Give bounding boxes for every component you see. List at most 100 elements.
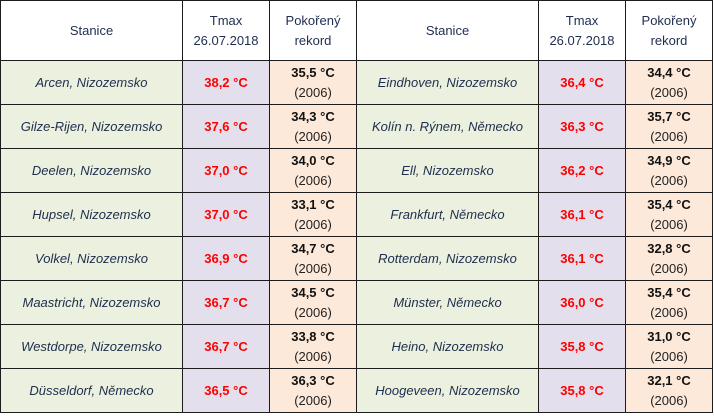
- record-cell: 35,4 °C (2006): [625, 280, 713, 325]
- tmax-value: 37,0 °C: [182, 192, 270, 237]
- header-record: Pokořený rekord: [625, 0, 713, 61]
- station-name: Deelen, Nizozemsko: [0, 148, 183, 193]
- station-name: Maastricht, Nizozemsko: [0, 280, 183, 325]
- station-name: Münster, Německo: [356, 280, 539, 325]
- table-row: Maastricht, Nizozemsko 36,7 °C 34,5 °C (…: [0, 280, 713, 325]
- station-name: Hupsel, Nizozemsko: [0, 192, 183, 237]
- tmax-value: 35,8 °C: [538, 368, 626, 413]
- record-value: 32,1 °C: [647, 372, 691, 388]
- header-record-label-1: Pokořený: [285, 12, 341, 28]
- header-tmax-date: 26.07.2018: [193, 32, 259, 48]
- record-value: 34,7 °C: [291, 240, 335, 256]
- record-value: 35,4 °C: [647, 284, 691, 300]
- header-record-label-2: rekord: [650, 32, 688, 48]
- table-row: Düsseldorf, Německo 36,5 °C 36,3 °C (200…: [0, 368, 713, 413]
- record-cell: 35,7 °C (2006): [625, 104, 713, 149]
- record-cell: 36,3 °C (2006): [269, 368, 357, 413]
- record-cell: 33,8 °C (2006): [269, 324, 357, 369]
- station-name: Westdorpe, Nizozemsko: [0, 324, 183, 369]
- record-year: (2006): [294, 260, 332, 276]
- station-name: Düsseldorf, Německo: [0, 368, 183, 413]
- record-value: 35,5 °C: [291, 64, 335, 80]
- table-row: Volkel, Nizozemsko 36,9 °C 34,7 °C (2006…: [0, 236, 713, 281]
- tmax-value: 37,6 °C: [182, 104, 270, 149]
- record-cell: 34,5 °C (2006): [269, 280, 357, 325]
- tmax-value: 36,2 °C: [538, 148, 626, 193]
- tmax-value: 36,1 °C: [538, 236, 626, 281]
- header-tmax: Tmax 26.07.2018: [538, 0, 626, 61]
- tmax-value: 36,3 °C: [538, 104, 626, 149]
- record-year: (2006): [650, 128, 688, 144]
- header-tmax: Tmax 26.07.2018: [182, 0, 270, 61]
- record-year: (2006): [294, 392, 332, 408]
- table-row: Deelen, Nizozemsko 37,0 °C 34,0 °C (2006…: [0, 148, 713, 193]
- header-tmax-label: Tmax: [565, 12, 599, 28]
- record-cell: 32,8 °C (2006): [625, 236, 713, 281]
- station-name: Frankfurt, Německo: [356, 192, 539, 237]
- station-name: Eindhoven, Nizozemsko: [356, 60, 539, 105]
- record-year: (2006): [650, 216, 688, 232]
- record-value: 33,8 °C: [291, 328, 335, 344]
- tmax-value: 36,9 °C: [182, 236, 270, 281]
- record-year: (2006): [650, 392, 688, 408]
- table-row: Gilze-Rijen, Nizozemsko 37,6 °C 34,3 °C …: [0, 104, 713, 149]
- record-cell: 34,7 °C (2006): [269, 236, 357, 281]
- station-name: Volkel, Nizozemsko: [0, 236, 183, 281]
- record-value: 34,0 °C: [291, 152, 335, 168]
- tmax-value: 36,7 °C: [182, 324, 270, 369]
- record-value: 35,7 °C: [647, 108, 691, 124]
- header-station: Stanice: [0, 0, 183, 61]
- record-value: 35,4 °C: [647, 196, 691, 212]
- tmax-value: 36,7 °C: [182, 280, 270, 325]
- tmax-value: 36,1 °C: [538, 192, 626, 237]
- station-name: Hoogeveen, Nizozemsko: [356, 368, 539, 413]
- record-value: 34,3 °C: [291, 108, 335, 124]
- table-row: Hupsel, Nizozemsko 37,0 °C 33,1 °C (2006…: [0, 192, 713, 237]
- station-name: Heino, Nizozemsko: [356, 324, 539, 369]
- record-cell: 32,1 °C (2006): [625, 368, 713, 413]
- record-year: (2006): [294, 348, 332, 364]
- table-row: Westdorpe, Nizozemsko 36,7 °C 33,8 °C (2…: [0, 324, 713, 369]
- record-value: 36,3 °C: [291, 372, 335, 388]
- record-year: (2006): [650, 260, 688, 276]
- record-year: (2006): [294, 128, 332, 144]
- record-year: (2006): [650, 84, 688, 100]
- header-record: Pokořený rekord: [269, 0, 357, 61]
- header-tmax-date: 26.07.2018: [549, 32, 615, 48]
- station-name: Arcen, Nizozemsko: [0, 60, 183, 105]
- table-header: Stanice Tmax 26.07.2018 Pokořený rekord …: [0, 0, 713, 61]
- tmax-value: 36,4 °C: [538, 60, 626, 105]
- header-tmax-label: Tmax: [209, 12, 243, 28]
- header-station-label: Stanice: [425, 22, 470, 38]
- station-name: Gilze-Rijen, Nizozemsko: [0, 104, 183, 149]
- record-year: (2006): [650, 172, 688, 188]
- tmax-value: 38,2 °C: [182, 60, 270, 105]
- record-value: 34,4 °C: [647, 64, 691, 80]
- record-year: (2006): [650, 348, 688, 364]
- record-value: 34,5 °C: [291, 284, 335, 300]
- tmax-value: 37,0 °C: [182, 148, 270, 193]
- record-value: 32,8 °C: [647, 240, 691, 256]
- record-cell: 34,4 °C (2006): [625, 60, 713, 105]
- record-cell: 34,0 °C (2006): [269, 148, 357, 193]
- record-cell: 33,1 °C (2006): [269, 192, 357, 237]
- station-name: Rotterdam, Nizozemsko: [356, 236, 539, 281]
- station-name: Ell, Nizozemsko: [356, 148, 539, 193]
- tmax-value: 35,8 °C: [538, 324, 626, 369]
- record-value: 33,1 °C: [291, 196, 335, 212]
- record-cell: 35,4 °C (2006): [625, 192, 713, 237]
- table-row: Arcen, Nizozemsko 38,2 °C 35,5 °C (2006)…: [0, 60, 713, 105]
- record-value: 31,0 °C: [647, 328, 691, 344]
- record-year: (2006): [294, 216, 332, 232]
- record-cell: 34,9 °C (2006): [625, 148, 713, 193]
- station-name: Kolín n. Rýnem, Německo: [356, 104, 539, 149]
- record-year: (2006): [294, 84, 332, 100]
- record-year: (2006): [294, 172, 332, 188]
- record-year: (2006): [294, 304, 332, 320]
- tmax-value: 36,5 °C: [182, 368, 270, 413]
- tmax-value: 36,0 °C: [538, 280, 626, 325]
- header-record-label-2: rekord: [294, 32, 332, 48]
- record-cell: 31,0 °C (2006): [625, 324, 713, 369]
- header-station: Stanice: [356, 0, 539, 61]
